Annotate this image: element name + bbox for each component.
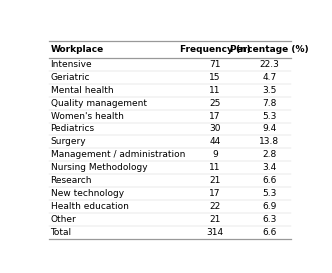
Text: Other: Other [50,215,76,224]
Text: 9.4: 9.4 [262,124,277,133]
Text: 13.8: 13.8 [259,137,279,146]
Text: Mental health: Mental health [50,86,113,95]
Text: Intensive: Intensive [50,60,92,69]
Text: Pediatrics: Pediatrics [50,124,95,133]
Text: Geriatric: Geriatric [50,73,90,82]
Text: 11: 11 [209,163,221,172]
Text: 71: 71 [209,60,221,69]
Text: Women's health: Women's health [50,112,124,121]
Text: 6.3: 6.3 [262,215,277,224]
Text: 25: 25 [209,99,220,108]
Text: 11: 11 [209,86,221,95]
Text: 22: 22 [209,202,220,211]
Text: Nursing Methodology: Nursing Methodology [50,163,147,172]
Text: 6.6: 6.6 [262,228,277,237]
Text: 15: 15 [209,73,221,82]
Text: 7.8: 7.8 [262,99,277,108]
Text: Research: Research [50,176,92,185]
Text: Surgery: Surgery [50,137,86,146]
Text: 6.6: 6.6 [262,176,277,185]
Text: 3.5: 3.5 [262,86,277,95]
Text: 2.8: 2.8 [262,150,277,159]
Text: Health education: Health education [50,202,128,211]
Text: Management / administration: Management / administration [50,150,185,159]
Text: 6.9: 6.9 [262,202,277,211]
Text: New technology: New technology [50,189,124,198]
Text: Frequency (n): Frequency (n) [180,45,250,54]
Text: Percentage (%): Percentage (%) [230,45,309,54]
Text: Quality management: Quality management [50,99,146,108]
Text: 5.3: 5.3 [262,112,277,121]
Text: 4.7: 4.7 [262,73,277,82]
Text: 3.4: 3.4 [262,163,277,172]
Text: 17: 17 [209,189,221,198]
Text: Total: Total [50,228,72,237]
Text: 44: 44 [209,137,220,146]
Text: 5.3: 5.3 [262,189,277,198]
Text: 314: 314 [206,228,223,237]
Text: 9: 9 [212,150,218,159]
Text: 17: 17 [209,112,221,121]
Text: Workplace: Workplace [50,45,104,54]
Text: 21: 21 [209,215,220,224]
Text: 30: 30 [209,124,221,133]
Text: 21: 21 [209,176,220,185]
Text: 22.3: 22.3 [259,60,279,69]
